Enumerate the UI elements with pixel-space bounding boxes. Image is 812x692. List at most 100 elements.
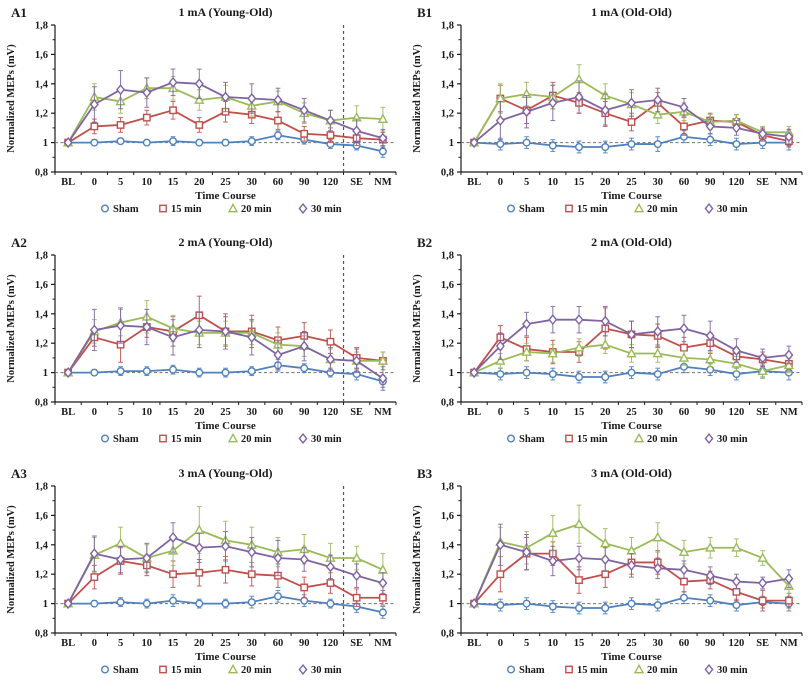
y-tick-label: 1,8: [441, 21, 454, 32]
y-tick-label: 1,2: [35, 339, 48, 350]
legend-label: Sham: [113, 665, 139, 676]
x-tick-label: 15: [168, 177, 179, 188]
x-tick-label: 20: [600, 638, 611, 649]
x-axis-label: Time Course: [195, 651, 256, 663]
series-markers-30 min: [63, 76, 388, 149]
legend-item-20 min: 20 min: [227, 202, 272, 215]
legend-item-30 min: 30 min: [298, 663, 342, 676]
x-tick-label: 30: [652, 177, 663, 188]
legend-item-Sham: Sham: [100, 434, 139, 445]
panel-label: A2: [11, 235, 27, 250]
x-tick-label: 30: [246, 407, 257, 418]
x-tick-label: 60: [679, 407, 690, 418]
x-tick-label: BL: [467, 638, 481, 649]
legend-item-30 min: 30 min: [704, 202, 748, 215]
legend-label: 15 min: [171, 434, 202, 445]
y-tick-label: 1,2: [35, 570, 48, 581]
x-tick-label: 10: [142, 407, 153, 418]
y-axis-label: Normalized MEPs (mV): [6, 44, 17, 153]
legend-label: 15 min: [577, 665, 608, 676]
x-tick-label: 120: [729, 177, 745, 188]
y-tick-label: 0,8: [35, 629, 48, 640]
x-tick-label: 20: [600, 407, 611, 418]
x-tick-label: 20: [194, 638, 205, 649]
y-tick-label: 1,8: [441, 251, 454, 262]
y-tick-label: 1,4: [441, 79, 455, 90]
legend-label: 15 min: [577, 204, 608, 215]
x-tick-label: 30: [246, 177, 257, 188]
y-tick-label: 1,4: [35, 540, 49, 551]
x-tick-label: 20: [194, 177, 205, 188]
x-tick-label: 25: [220, 407, 231, 418]
x-tick-label: SE: [350, 177, 363, 188]
x-tick-label: 0: [92, 407, 97, 418]
legend-item-15 min: 15 min: [565, 434, 608, 445]
legend-item-20 min: 20 min: [227, 663, 272, 676]
panel-label: A1: [11, 5, 27, 20]
legend-label: 30 min: [717, 434, 748, 445]
x-tick-label: SE: [350, 638, 363, 649]
legend-label: 15 min: [577, 434, 608, 445]
chart-A1-svg: A1 1 mA (Young-Old) 0,8 1 1,2 1,4 1,6 1,8 BL 0 5 10…: [6, 5, 397, 215]
x-tick-label: 60: [679, 177, 690, 188]
x-tick-label: 10: [142, 177, 153, 188]
y-tick-label: 1,2: [441, 570, 454, 581]
panel-title: 3 mA (Old-Old): [591, 466, 672, 480]
x-tick-label: 5: [524, 638, 529, 649]
x-tick-label: 0: [92, 177, 97, 188]
y-tick-label: 1,2: [35, 109, 48, 120]
y-axis-label: Normalized MEPs (mV): [412, 44, 423, 153]
legend-item-Sham: Sham: [506, 434, 545, 445]
x-tick-label: 120: [729, 407, 745, 418]
x-tick-label: 0: [498, 407, 503, 418]
legend-label: 20 min: [241, 204, 272, 215]
y-tick-label: 1: [449, 599, 454, 610]
legend-label: Sham: [519, 204, 545, 215]
series-markers-30 min: [63, 531, 388, 610]
x-tick-label: 30: [246, 638, 257, 649]
x-axis-label: Time Course: [601, 651, 662, 663]
x-tick-label: 5: [118, 177, 123, 188]
y-tick-label: 0,8: [441, 629, 454, 640]
panel-label: B1: [417, 5, 432, 20]
chart-panel-B3: B3 3 mA (Old-Old) 0,8 1 1,2 1,4 1,6 1,8 BL 0 5 10 15…: [406, 461, 812, 692]
panel-label: B2: [417, 235, 432, 250]
legend-item-30 min: 30 min: [704, 663, 748, 676]
y-axis-label: Normalized MEPs (mV): [412, 505, 423, 614]
y-axis-label: Normalized MEPs (mV): [6, 274, 17, 383]
x-tick-label: 5: [118, 407, 123, 418]
legend-label: 30 min: [717, 665, 748, 676]
y-tick-label: 1: [43, 599, 48, 610]
x-tick-label: 120: [323, 407, 339, 418]
chart-A3-svg: A3 3 mA (Young-Old) 0,8 1 1,2 1,4 1,6 1,8 BL 0 5 10…: [6, 466, 397, 676]
legend-label: Sham: [519, 434, 545, 445]
chart-panel-A1: A1 1 mA (Young-Old) 0,8 1 1,2 1,4 1,6 1,8 BL 0 5 10…: [0, 0, 406, 230]
legend-label: 20 min: [241, 434, 272, 445]
y-tick-label: 1,6: [35, 50, 48, 61]
x-tick-label: 5: [524, 407, 529, 418]
y-axis-label: Normalized MEPs (mV): [412, 274, 423, 383]
legend-label: 20 min: [241, 665, 272, 676]
x-tick-label: 15: [574, 407, 585, 418]
series-errorbars-30 min: [65, 307, 386, 391]
y-tick-label: 1,4: [441, 540, 455, 551]
legend-label: 30 min: [311, 665, 342, 676]
chart-B1-svg: B1 1 mA (Old-Old) 0,8 1 1,2 1,4 1,6 1,8 BL 0 5 10 15…: [412, 5, 803, 215]
x-tick-label: NM: [780, 407, 798, 418]
series-markers-15 min: [64, 557, 387, 608]
legend-label: 20 min: [647, 434, 678, 445]
x-tick-label: 5: [524, 177, 529, 188]
chart-panel-B2: B2 2 mA (Old-Old) 0,8 1 1,2 1,4 1,6 1,8 BL 0 5 10 15…: [406, 230, 812, 461]
legend-label: 15 min: [171, 665, 202, 676]
series-markers-30 min: [469, 91, 794, 149]
y-axis-label: Normalized MEPs (mV): [6, 505, 17, 614]
x-tick-label: 25: [220, 177, 231, 188]
y-tick-label: 1: [449, 138, 454, 149]
panel-title: 2 mA (Old-Old): [591, 235, 672, 249]
x-tick-label: 60: [273, 407, 284, 418]
legend-item-20 min: 20 min: [633, 202, 678, 215]
x-tick-label: 90: [299, 177, 310, 188]
y-tick-label: 1,4: [35, 309, 49, 320]
x-tick-label: NM: [780, 638, 798, 649]
